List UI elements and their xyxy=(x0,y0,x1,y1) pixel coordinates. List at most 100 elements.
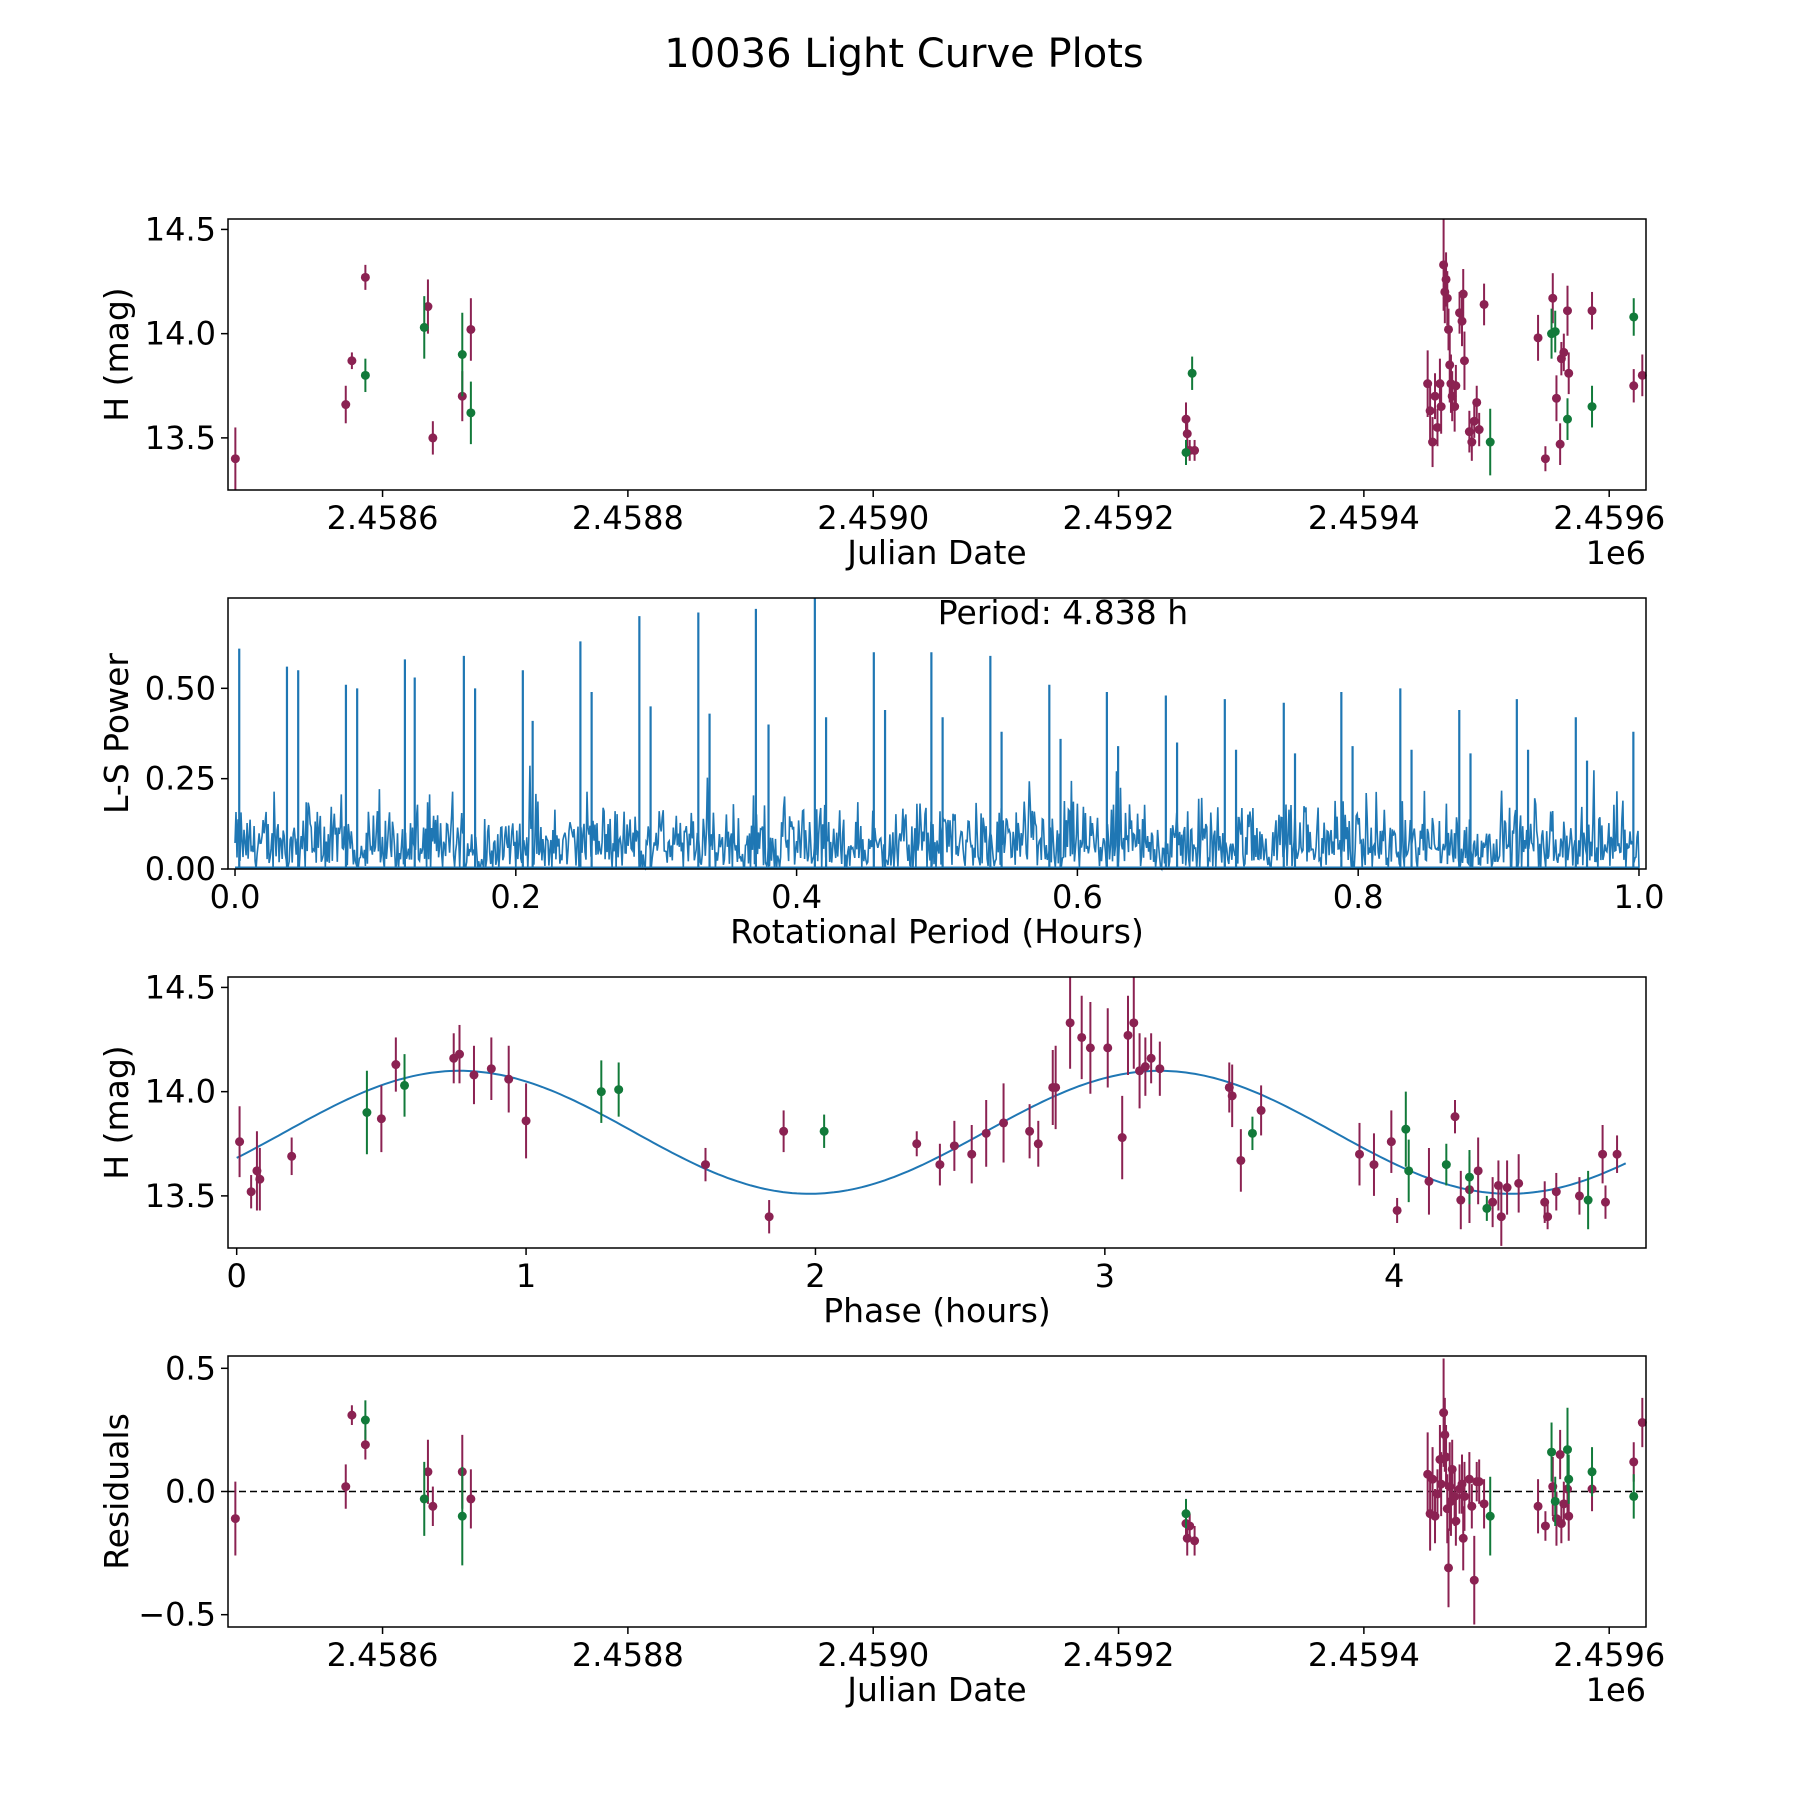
zr-point xyxy=(1425,406,1435,416)
zr-point xyxy=(1555,439,1565,449)
zg-point xyxy=(1404,1166,1414,1176)
phased-panel: 0 1 2 3 4 13.5 14.0 14.5 Phase (hours) H (mag) xyxy=(97,968,1647,1330)
zg-point xyxy=(1441,1160,1451,1170)
x-tick-label: 0.8 xyxy=(1333,878,1384,916)
zr-point xyxy=(1543,1212,1553,1222)
lightcurve-xlabel: Julian Date xyxy=(845,533,1027,572)
zr-point xyxy=(1140,1062,1150,1072)
zr-point xyxy=(1551,1187,1561,1197)
zr-point xyxy=(1600,1197,1610,1207)
residuals-ticks: 2.4586 2.4588 2.4590 2.4592 2.4594 2.4596 −0.5… xyxy=(138,1349,1665,1674)
zr-point xyxy=(504,1074,514,1084)
zg-point xyxy=(1562,1445,1572,1455)
zr-point xyxy=(360,272,370,282)
periodogram-ylabel: L-S Power xyxy=(97,653,136,814)
zr-point xyxy=(1451,381,1461,391)
zr-point xyxy=(1386,1137,1396,1147)
zg-point xyxy=(819,1126,829,1136)
zr-point xyxy=(1436,1479,1446,1489)
zr-point xyxy=(1467,437,1477,447)
x-tick-label: 2.4592 xyxy=(1063,1636,1175,1674)
y-tick-label: 13.5 xyxy=(145,1177,216,1215)
zg-point xyxy=(1401,1124,1411,1134)
phased-ylabel: H (mag) xyxy=(97,1045,136,1179)
zr-point xyxy=(1533,333,1543,343)
zg-point xyxy=(1464,1172,1474,1182)
zr-point xyxy=(235,1137,245,1147)
zr-point xyxy=(1146,1053,1156,1063)
zr-point xyxy=(1488,1197,1498,1207)
y-tick-label: 0.25 xyxy=(145,760,216,798)
zr-point xyxy=(999,1118,1009,1128)
zr-point xyxy=(1450,1491,1460,1501)
zg-point xyxy=(457,1511,467,1521)
lightcurve-axes-frame xyxy=(227,218,1647,491)
zr-point xyxy=(1474,425,1484,435)
x-tick-label: 2.4590 xyxy=(817,1636,929,1674)
zr-point xyxy=(1559,347,1569,357)
zg-point xyxy=(360,370,370,380)
zr-point xyxy=(1129,1018,1139,1028)
zr-point xyxy=(1065,1018,1075,1028)
zg-point xyxy=(1181,1509,1191,1519)
zg-point xyxy=(1247,1128,1257,1138)
y-tick-label: 0.00 xyxy=(145,850,216,888)
zr-point xyxy=(1469,1575,1479,1585)
zg-point xyxy=(1485,1511,1495,1521)
y-tick-label: 0.5 xyxy=(165,1349,216,1387)
zg-point xyxy=(466,408,476,418)
zr-point xyxy=(1533,1501,1543,1511)
zr-point xyxy=(1473,1166,1483,1176)
lightcurve-ticks: 2.4586 2.4588 2.4590 2.4592 2.4594 2.4596 13.5… xyxy=(145,210,1665,537)
zr-point xyxy=(1496,1212,1506,1222)
zr-point xyxy=(287,1151,297,1161)
lightcurve-panel: 2.4586 2.4588 2.4590 2.4592 2.4594 2.4596 13.5… xyxy=(97,210,1665,572)
zr-point xyxy=(1540,1521,1550,1531)
zr-point xyxy=(1472,397,1482,407)
y-tick-label: 14.0 xyxy=(145,1073,216,1111)
x-tick-label: 3 xyxy=(1095,1257,1115,1295)
zg-point xyxy=(1550,1496,1560,1506)
zr-point xyxy=(779,1126,789,1136)
y-tick-label: 13.5 xyxy=(145,419,216,457)
zr-point xyxy=(1457,316,1467,326)
phased-marks xyxy=(235,977,1627,1246)
zr-point xyxy=(1428,437,1438,447)
zr-point xyxy=(1555,1450,1565,1460)
x-tick-label: 0.2 xyxy=(490,878,541,916)
zr-point xyxy=(469,1070,479,1080)
residuals-panel: 2.4586 2.4588 2.4590 2.4592 2.4594 2.4596 −0.5… xyxy=(97,1349,1665,1709)
lightcurve-x-offset-label: 1e6 xyxy=(1586,534,1646,572)
zr-point xyxy=(1182,429,1192,439)
zr-point xyxy=(1181,414,1191,424)
zr-point xyxy=(347,1410,357,1420)
residuals-ylabel: Residuals xyxy=(97,1413,136,1570)
zr-point xyxy=(1236,1155,1246,1165)
x-tick-label: 0.6 xyxy=(1052,878,1103,916)
zg-point xyxy=(596,1087,606,1097)
x-tick-label: 4 xyxy=(1384,1257,1404,1295)
periodogram-axes-frame xyxy=(227,597,1647,870)
zr-point xyxy=(1540,454,1550,464)
zg-point xyxy=(1564,1474,1574,1484)
y-tick-label: 14.5 xyxy=(145,968,216,1006)
x-tick-label: 0.0 xyxy=(210,878,261,916)
periodogram-xlabel: Rotational Period (Hours) xyxy=(730,912,1144,951)
zr-point xyxy=(1355,1149,1365,1159)
zr-point xyxy=(935,1160,945,1170)
y-tick-label: 0.0 xyxy=(165,1473,216,1511)
zr-point xyxy=(1450,402,1460,412)
zr-point xyxy=(1436,402,1446,412)
zr-point xyxy=(1637,1418,1647,1428)
zr-point xyxy=(1458,1533,1468,1543)
zg-point xyxy=(360,1415,370,1425)
zr-point xyxy=(1123,1030,1133,1040)
zr-point xyxy=(1514,1178,1524,1188)
phased-axes-frame xyxy=(227,976,1647,1249)
zr-point xyxy=(486,1064,496,1074)
figure-title: 10036 Light Curve Plots xyxy=(664,31,1143,77)
zr-point xyxy=(391,1060,401,1070)
zr-point xyxy=(1256,1105,1266,1115)
zr-point xyxy=(1025,1126,1035,1136)
